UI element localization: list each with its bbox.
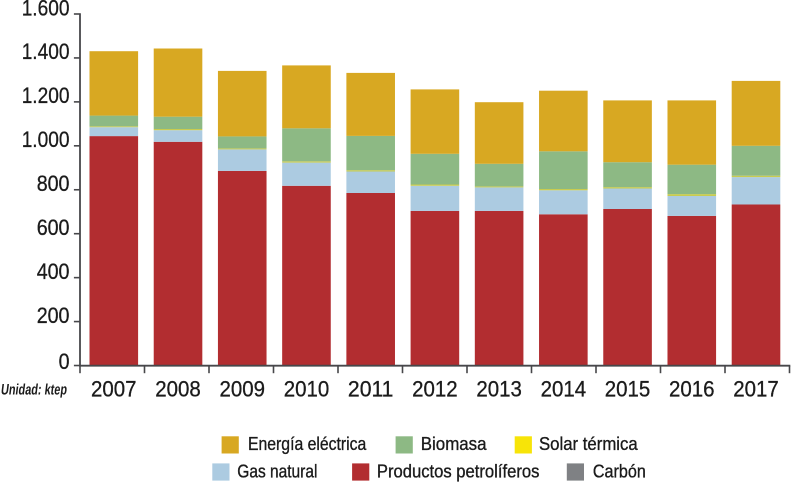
svg-text:2012: 2012 [412, 376, 458, 401]
svg-text:2013: 2013 [476, 376, 522, 401]
svg-text:1.000: 1.000 [22, 127, 70, 152]
svg-text:200: 200 [37, 303, 70, 328]
svg-text:400: 400 [37, 259, 70, 284]
svg-text:800: 800 [37, 171, 70, 196]
svg-text:Solar térmica: Solar térmica [539, 433, 638, 454]
svg-text:0: 0 [59, 349, 70, 374]
svg-text:Gas natural: Gas natural [237, 460, 317, 481]
svg-text:2017: 2017 [733, 376, 779, 401]
svg-text:2008: 2008 [155, 376, 201, 401]
svg-text:2014: 2014 [541, 376, 587, 401]
svg-text:2016: 2016 [669, 376, 715, 401]
svg-text:Carbón: Carbón [593, 460, 646, 481]
svg-text:1.200: 1.200 [22, 83, 70, 108]
svg-text:1.600: 1.600 [22, 0, 70, 20]
svg-text:2011: 2011 [348, 376, 394, 401]
svg-text:Energía eléctrica: Energía eléctrica [248, 433, 367, 454]
svg-text:Biomasa: Biomasa [421, 433, 487, 454]
svg-text:600: 600 [37, 215, 70, 240]
svg-text:2009: 2009 [219, 376, 265, 401]
svg-text:Productos petrolíferos: Productos petrolíferos [377, 460, 540, 481]
svg-text:2007: 2007 [91, 376, 137, 401]
svg-text:2015: 2015 [605, 376, 651, 401]
svg-text:Unidad: ktep: Unidad: ktep [0, 382, 68, 399]
svg-text:2010: 2010 [284, 376, 330, 401]
svg-text:1.400: 1.400 [22, 39, 70, 64]
